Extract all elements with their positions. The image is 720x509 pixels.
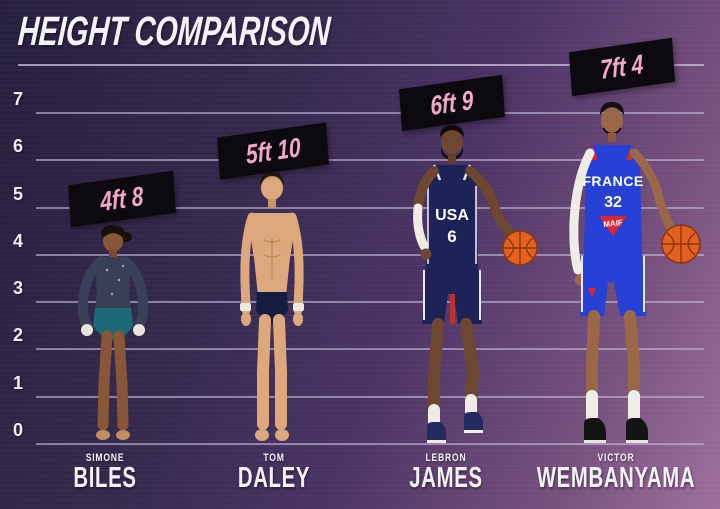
tom-daley-illustration: [240, 172, 304, 441]
name-victor-wembanyama: VICTOR WEMBANYAMA: [466, 452, 720, 493]
gridline-1ft: [36, 396, 704, 398]
name-tom-daley: TOM DALEY: [124, 452, 424, 493]
last-name-label: DALEY: [237, 462, 311, 494]
name-lebron-james: LEBRON JAMES: [296, 452, 596, 493]
height-label-james: 6ft 9: [399, 74, 505, 132]
last-name-label: JAMES: [409, 462, 483, 494]
simone-biles-illustration: [77, 225, 149, 440]
name-simone-biles: SIMONE BILES: [0, 452, 255, 493]
axis-tick-0: 0: [13, 420, 24, 440]
victor-wembanyama-illustration: FRANCE 32 MAIF: [569, 102, 701, 443]
axis-tick-7: 7: [13, 89, 24, 109]
first-name-label: SIMONE: [85, 452, 125, 464]
last-name-label: WEMBANYAMA: [536, 462, 696, 494]
height-label-biles: 4ft 8: [68, 170, 176, 228]
wembanyama-jersey-sponsor-text: MAIF: [603, 218, 623, 229]
gridline-4ft: [36, 254, 704, 256]
height-label-wembanyama-text: 7ft 4: [599, 48, 645, 85]
height-label-daley: 5ft 10: [217, 122, 329, 180]
athlete-figure-tom-daley: [236, 170, 308, 444]
height-label-biles-text: 4ft 8: [99, 180, 145, 217]
axis-tick-2: 2: [13, 325, 24, 345]
athlete-figure-lebron-james: USA 6: [394, 124, 538, 444]
wembanyama-jersey-team-text: FRANCE: [582, 173, 643, 189]
lebron-james-illustration: USA 6: [413, 125, 538, 443]
athlete-figure-simone-biles: [65, 222, 161, 443]
first-name-label: LEBRON: [425, 452, 467, 464]
first-name-label: VICTOR: [597, 452, 635, 464]
james-jersey-team-text: USA: [435, 207, 469, 224]
height-label-daley-text: 5ft 10: [244, 131, 302, 170]
gridline-7ft: [36, 112, 704, 114]
gridline-6ft: [36, 159, 704, 161]
axis-tick-5: 5: [13, 184, 24, 204]
axis-tick-1: 1: [13, 373, 24, 393]
athlete-figure-victor-wembanyama: FRANCE 32 MAIF: [550, 100, 702, 445]
axis-tick-3: 3: [13, 278, 24, 298]
axis-tick-4: 4: [13, 231, 24, 251]
last-name-label: BILES: [73, 462, 137, 494]
first-name-label: TOM: [263, 452, 285, 464]
gridline-5ft: [36, 207, 704, 209]
axis-tick-6: 6: [13, 136, 24, 156]
gridline-8ft: [18, 64, 704, 66]
page-title: HEIGHT COMPARISON: [16, 8, 332, 54]
gridline-0ft: [36, 443, 704, 445]
gridline-2ft: [36, 348, 704, 350]
gridline-3ft: [36, 301, 704, 303]
height-label-wembanyama: 7ft 4: [568, 37, 676, 97]
james-jersey-number-text: 6: [447, 227, 456, 246]
wembanyama-jersey-number-text: 32: [604, 194, 622, 211]
height-label-james-text: 6ft 9: [429, 84, 475, 121]
